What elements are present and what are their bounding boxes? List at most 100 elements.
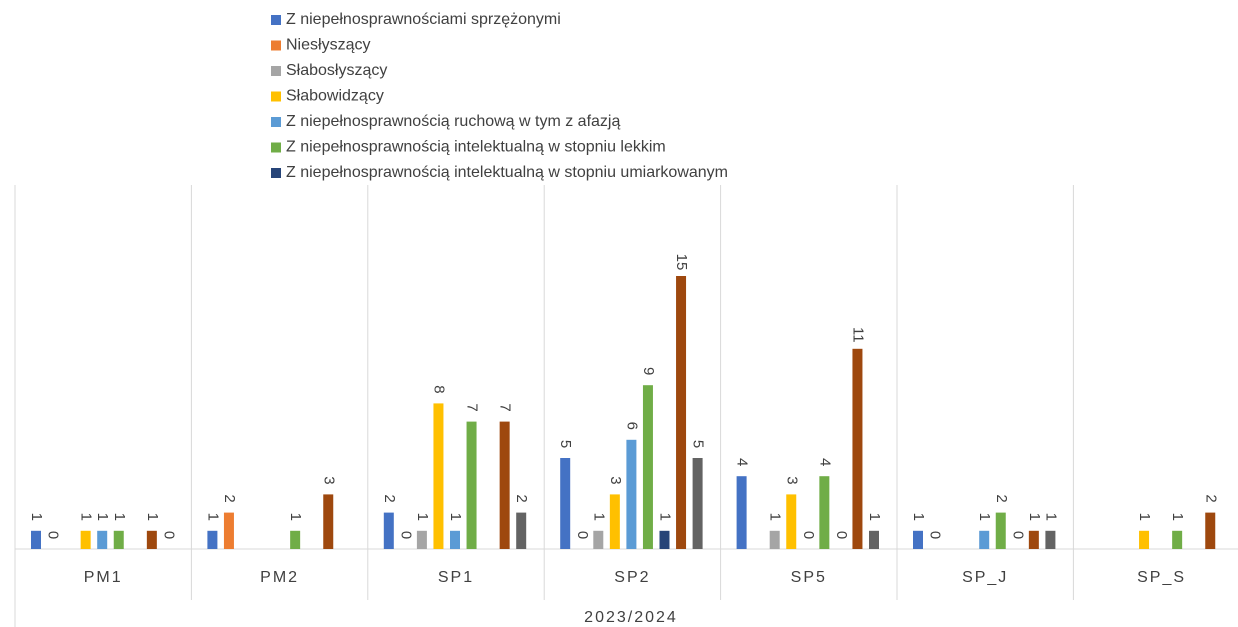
bar	[1028, 530, 1039, 549]
legend-swatch	[271, 168, 281, 178]
data-label: 1	[204, 513, 221, 521]
data-label: 4	[816, 458, 833, 466]
data-label: 1	[767, 513, 784, 521]
bar	[979, 530, 990, 549]
data-label: 0	[45, 531, 62, 539]
bar	[560, 458, 571, 549]
data-label: 1	[94, 513, 111, 521]
bar	[1045, 530, 1056, 549]
data-label: 1	[1136, 513, 1153, 521]
bar	[290, 530, 301, 549]
legend-label: Z niepełnosprawnością intelektualną w st…	[286, 164, 728, 181]
data-label: 2	[221, 494, 238, 502]
bar	[499, 421, 510, 549]
x-tick-label: SP_S	[1137, 569, 1186, 586]
bar	[995, 512, 1006, 549]
bar	[1172, 530, 1183, 549]
data-label: 1	[1169, 513, 1186, 521]
bar	[869, 530, 879, 549]
legend-label: Z niepełnosprawnościami sprzężonymi	[286, 11, 561, 28]
bar	[223, 512, 234, 549]
legend-label: Z niepełnosprawnością intelektualną w st…	[286, 139, 666, 156]
x-tick-label: SP1	[438, 569, 474, 586]
data-label: 1	[447, 513, 464, 521]
data-label: 6	[623, 422, 640, 430]
data-label: 15	[673, 254, 690, 271]
data-label: 1	[1026, 513, 1043, 521]
data-label: 1	[1042, 513, 1059, 521]
x-tick-label: SP_J	[962, 569, 1008, 586]
data-label: 1	[976, 513, 993, 521]
bar	[433, 403, 444, 549]
bar	[516, 512, 527, 549]
data-label: 1	[657, 513, 674, 521]
data-label: 0	[160, 531, 177, 539]
data-label: 0	[833, 531, 850, 539]
bar	[913, 530, 923, 549]
data-label: 0	[1009, 531, 1026, 539]
bar	[450, 530, 460, 549]
bar	[692, 458, 703, 549]
data-label: 2	[1202, 494, 1219, 502]
legend-swatch	[271, 142, 281, 153]
bar	[113, 530, 124, 549]
bar	[207, 530, 218, 549]
bar	[659, 530, 670, 549]
legend-swatch	[271, 66, 281, 76]
data-label: 1	[414, 513, 431, 521]
data-label: 9	[640, 367, 657, 375]
x-tick-label: PM1	[84, 569, 123, 586]
bar	[1205, 512, 1216, 549]
bar	[593, 530, 604, 549]
data-label: 3	[607, 476, 624, 484]
legend-label: Niesłyszący	[286, 37, 370, 54]
bar	[416, 530, 427, 549]
data-label: 5	[557, 440, 574, 448]
legend-label: Z niepełnosprawnością ruchową w tym z af…	[286, 113, 620, 130]
bar	[1139, 530, 1150, 549]
data-label: 7	[464, 403, 481, 411]
data-label: 0	[574, 531, 591, 539]
data-label: 2	[381, 494, 398, 502]
data-label: 11	[849, 327, 866, 343]
data-label: 1	[866, 513, 883, 521]
data-label: 5	[690, 440, 707, 448]
bar	[146, 530, 157, 549]
x-axis-title: 2023/2024	[584, 609, 678, 626]
bar	[642, 385, 653, 549]
bar	[31, 530, 41, 549]
bar	[323, 494, 334, 549]
bar	[819, 476, 830, 549]
bar	[626, 439, 637, 549]
bar	[609, 494, 620, 549]
data-label: 8	[430, 385, 447, 393]
data-label: 3	[320, 476, 337, 484]
data-label: 0	[800, 531, 817, 539]
data-label: 7	[497, 403, 514, 411]
data-label: 3	[783, 476, 800, 484]
bar	[676, 276, 687, 549]
data-label: 0	[397, 531, 414, 539]
x-tick-label: PM2	[260, 569, 299, 586]
bar	[786, 494, 797, 549]
data-label: 2	[993, 494, 1010, 502]
legend-label: Słabosłyszący	[286, 62, 387, 79]
bar	[736, 476, 747, 549]
data-label: 1	[910, 513, 927, 521]
bar	[97, 530, 108, 549]
data-label: 4	[734, 458, 751, 466]
legend-swatch	[271, 117, 281, 127]
data-label: 1	[78, 513, 95, 521]
data-label: 1	[111, 513, 128, 521]
bar	[383, 512, 394, 549]
data-label: 1	[28, 513, 45, 521]
data-label: 1	[144, 513, 161, 521]
data-label: 2	[513, 494, 530, 502]
data-label: 1	[287, 513, 304, 521]
x-tick-label: SP5	[791, 569, 827, 586]
bar	[769, 530, 780, 549]
legend-swatch	[271, 91, 281, 102]
bar	[80, 530, 91, 549]
legend-swatch	[271, 40, 281, 51]
